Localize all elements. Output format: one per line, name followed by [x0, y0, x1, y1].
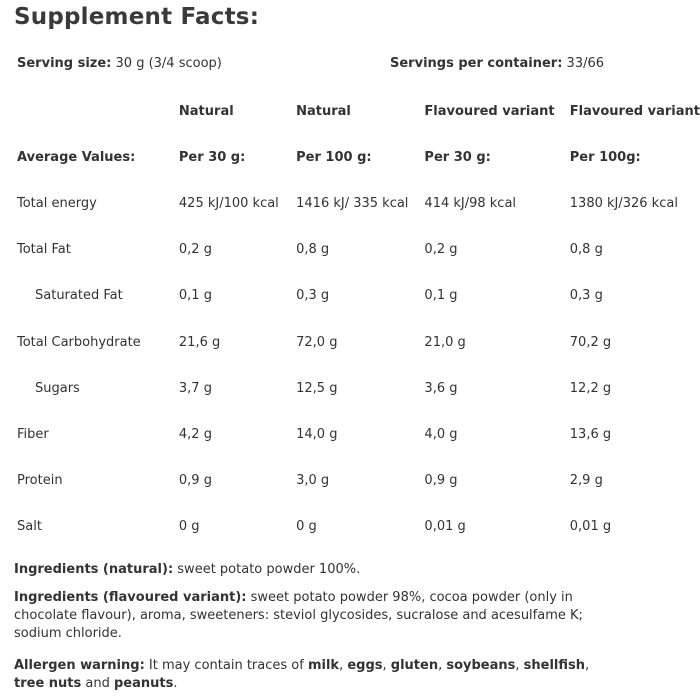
allergen-item: shellfish [523, 658, 585, 673]
nutrient-value: 414 kJ/98 kcal [424, 195, 517, 211]
servings-per-container-value: 33/66 [562, 56, 605, 71]
nutrient-value: 0,9 g [178, 473, 212, 489]
nutrient-value: 0,3 g [569, 288, 603, 304]
nutrient-name: Total energy [17, 195, 97, 211]
column-header-row: Average Values: Per 30 g: Per 100 g: Per… [12, 134, 700, 180]
nutrient-value: 0,9 g [424, 473, 458, 489]
nutrient-value: 0 g [178, 519, 200, 535]
nutrient-name: Total Fat [17, 242, 71, 258]
page-title: Supplement Facts: [14, 4, 260, 30]
ingredients-natural-label: Ingredients (natural): [14, 562, 174, 577]
nutrient-value: 21,6 g [178, 334, 221, 350]
ingredients-flavoured-text: sweet potato powder 98%, cocoa powder (o… [14, 590, 583, 641]
nutrient-value: 4,0 g [424, 426, 458, 442]
variant-header-cell: Flavoured variant [424, 103, 555, 119]
ingredients-natural-text: sweet potato powder 100%. [173, 562, 361, 577]
allergen-item: gluten [390, 658, 439, 673]
nutrient-name: Fiber [17, 426, 49, 442]
table-row: Fiber 4,2 g 14,0 g 4,0 g 13,6 g [12, 411, 700, 457]
nutrient-name: Salt [17, 519, 42, 535]
variant-header-cell [12, 88, 174, 134]
ingredients-flavoured: Ingredients (flavoured variant): sweet p… [14, 589, 594, 643]
allergen-separator: , [382, 658, 391, 673]
allergen-text: It may contain traces of [144, 658, 308, 673]
variant-header-cell: Natural [178, 103, 234, 119]
allergen-separator: , [515, 658, 524, 673]
servings-per-container: Servings per container: 33/66 [390, 56, 604, 71]
table-row: Total energy 425 kJ/100 kcal 1416 kJ/ 33… [12, 180, 700, 226]
column-header-cell: Per 30 g: [424, 149, 491, 165]
allergen-item: milk [307, 658, 340, 673]
nutrient-name: Sugars [35, 380, 80, 396]
column-header-cell: Per 30 g: [178, 149, 246, 165]
allergen-separator: , [585, 658, 590, 673]
allergen-label: Allergen warning: [14, 658, 145, 673]
variant-header-cell: Flavoured variant [569, 103, 700, 119]
nutrient-value: 0,01 g [569, 519, 612, 535]
variant-header-cell: Natural [296, 103, 351, 119]
allergen-warning: Allergen warning: It may contain traces … [14, 657, 594, 693]
nutrient-name: Saturated Fat [35, 288, 123, 304]
nutrient-value: 70,2 g [569, 334, 612, 350]
serving-size: Serving size: 30 g (3/4 scoop) [17, 56, 222, 71]
allergen-separator: , [438, 658, 447, 673]
ingredients-natural: Ingredients (natural): sweet potato powd… [14, 561, 594, 579]
nutrient-value: 21,0 g [424, 334, 466, 350]
allergen-item: eggs [347, 658, 383, 673]
nutrient-value: 0 g [296, 519, 317, 535]
servings-per-container-label: Servings per container: [390, 56, 563, 71]
allergen-separator: and [81, 676, 114, 691]
nutrient-value: 0,2 g [178, 242, 212, 258]
table-row: Sugars 3,7 g 12,5 g 3,6 g 12,2 g [12, 365, 700, 411]
column-header-cell: Per 100g: [569, 149, 641, 165]
nutrient-value: 12,5 g [296, 380, 338, 396]
nutrient-value: 3,0 g [296, 473, 330, 489]
nutrient-value: 0,8 g [296, 242, 330, 258]
nutrient-value: 3,7 g [178, 380, 212, 396]
nutrient-value: 2,9 g [569, 473, 603, 489]
table-row: Saturated Fat 0,1 g 0,3 g 0,1 g 0,3 g [12, 273, 700, 319]
variant-header-row: Natural Natural Flavoured variant Flavou… [12, 88, 700, 134]
table-row: Total Carbohydrate 21,6 g 72,0 g 21,0 g … [12, 319, 700, 365]
nutrient-value: 13,6 g [569, 426, 612, 442]
column-header-cell: Per 100 g: [296, 149, 372, 165]
allergen-end: . [173, 676, 178, 691]
nutrient-value: 4,2 g [178, 426, 212, 442]
nutrient-value: 0,8 g [569, 242, 603, 258]
nutrition-table: Natural Natural Flavoured variant Flavou… [12, 88, 700, 550]
allergen-item: peanuts [113, 676, 174, 691]
nutrient-value: 425 kJ/100 kcal [178, 195, 279, 211]
nutrient-value: 12,2 g [569, 380, 612, 396]
nutrient-value: 0,3 g [296, 288, 330, 304]
nutrient-value: 0,1 g [178, 288, 212, 304]
column-header-cell: Average Values: [17, 149, 136, 165]
ingredients-flavoured-label: Ingredients (flavoured variant): [14, 590, 247, 605]
nutrient-value: 14,0 g [296, 426, 338, 442]
nutrient-name: Total Carbohydrate [17, 334, 141, 350]
table-row: Total Fat 0,2 g 0,8 g 0,2 g 0,8 g [12, 227, 700, 273]
allergen-separator: , [339, 658, 348, 673]
table-row: Salt 0 g 0 g 0,01 g 0,01 g [12, 504, 700, 550]
serving-size-label: Serving size: [17, 56, 112, 71]
allergen-item: tree nuts [14, 676, 82, 691]
nutrient-value: 3,6 g [424, 380, 458, 396]
allergen-item: soybeans [446, 658, 516, 673]
nutrient-value: 0,1 g [424, 288, 458, 304]
nutrient-value: 1416 kJ/ 335 kcal [296, 195, 409, 211]
serving-size-value: 30 g (3/4 scoop) [111, 56, 222, 71]
nutrient-value: 1380 kJ/326 kcal [569, 195, 678, 211]
nutrient-name: Protein [17, 473, 63, 489]
nutrient-value: 72,0 g [296, 334, 338, 350]
table-row: Protein 0,9 g 3,0 g 0,9 g 2,9 g [12, 458, 700, 504]
nutrient-value: 0,2 g [424, 242, 458, 258]
nutrient-value: 0,01 g [424, 519, 466, 535]
